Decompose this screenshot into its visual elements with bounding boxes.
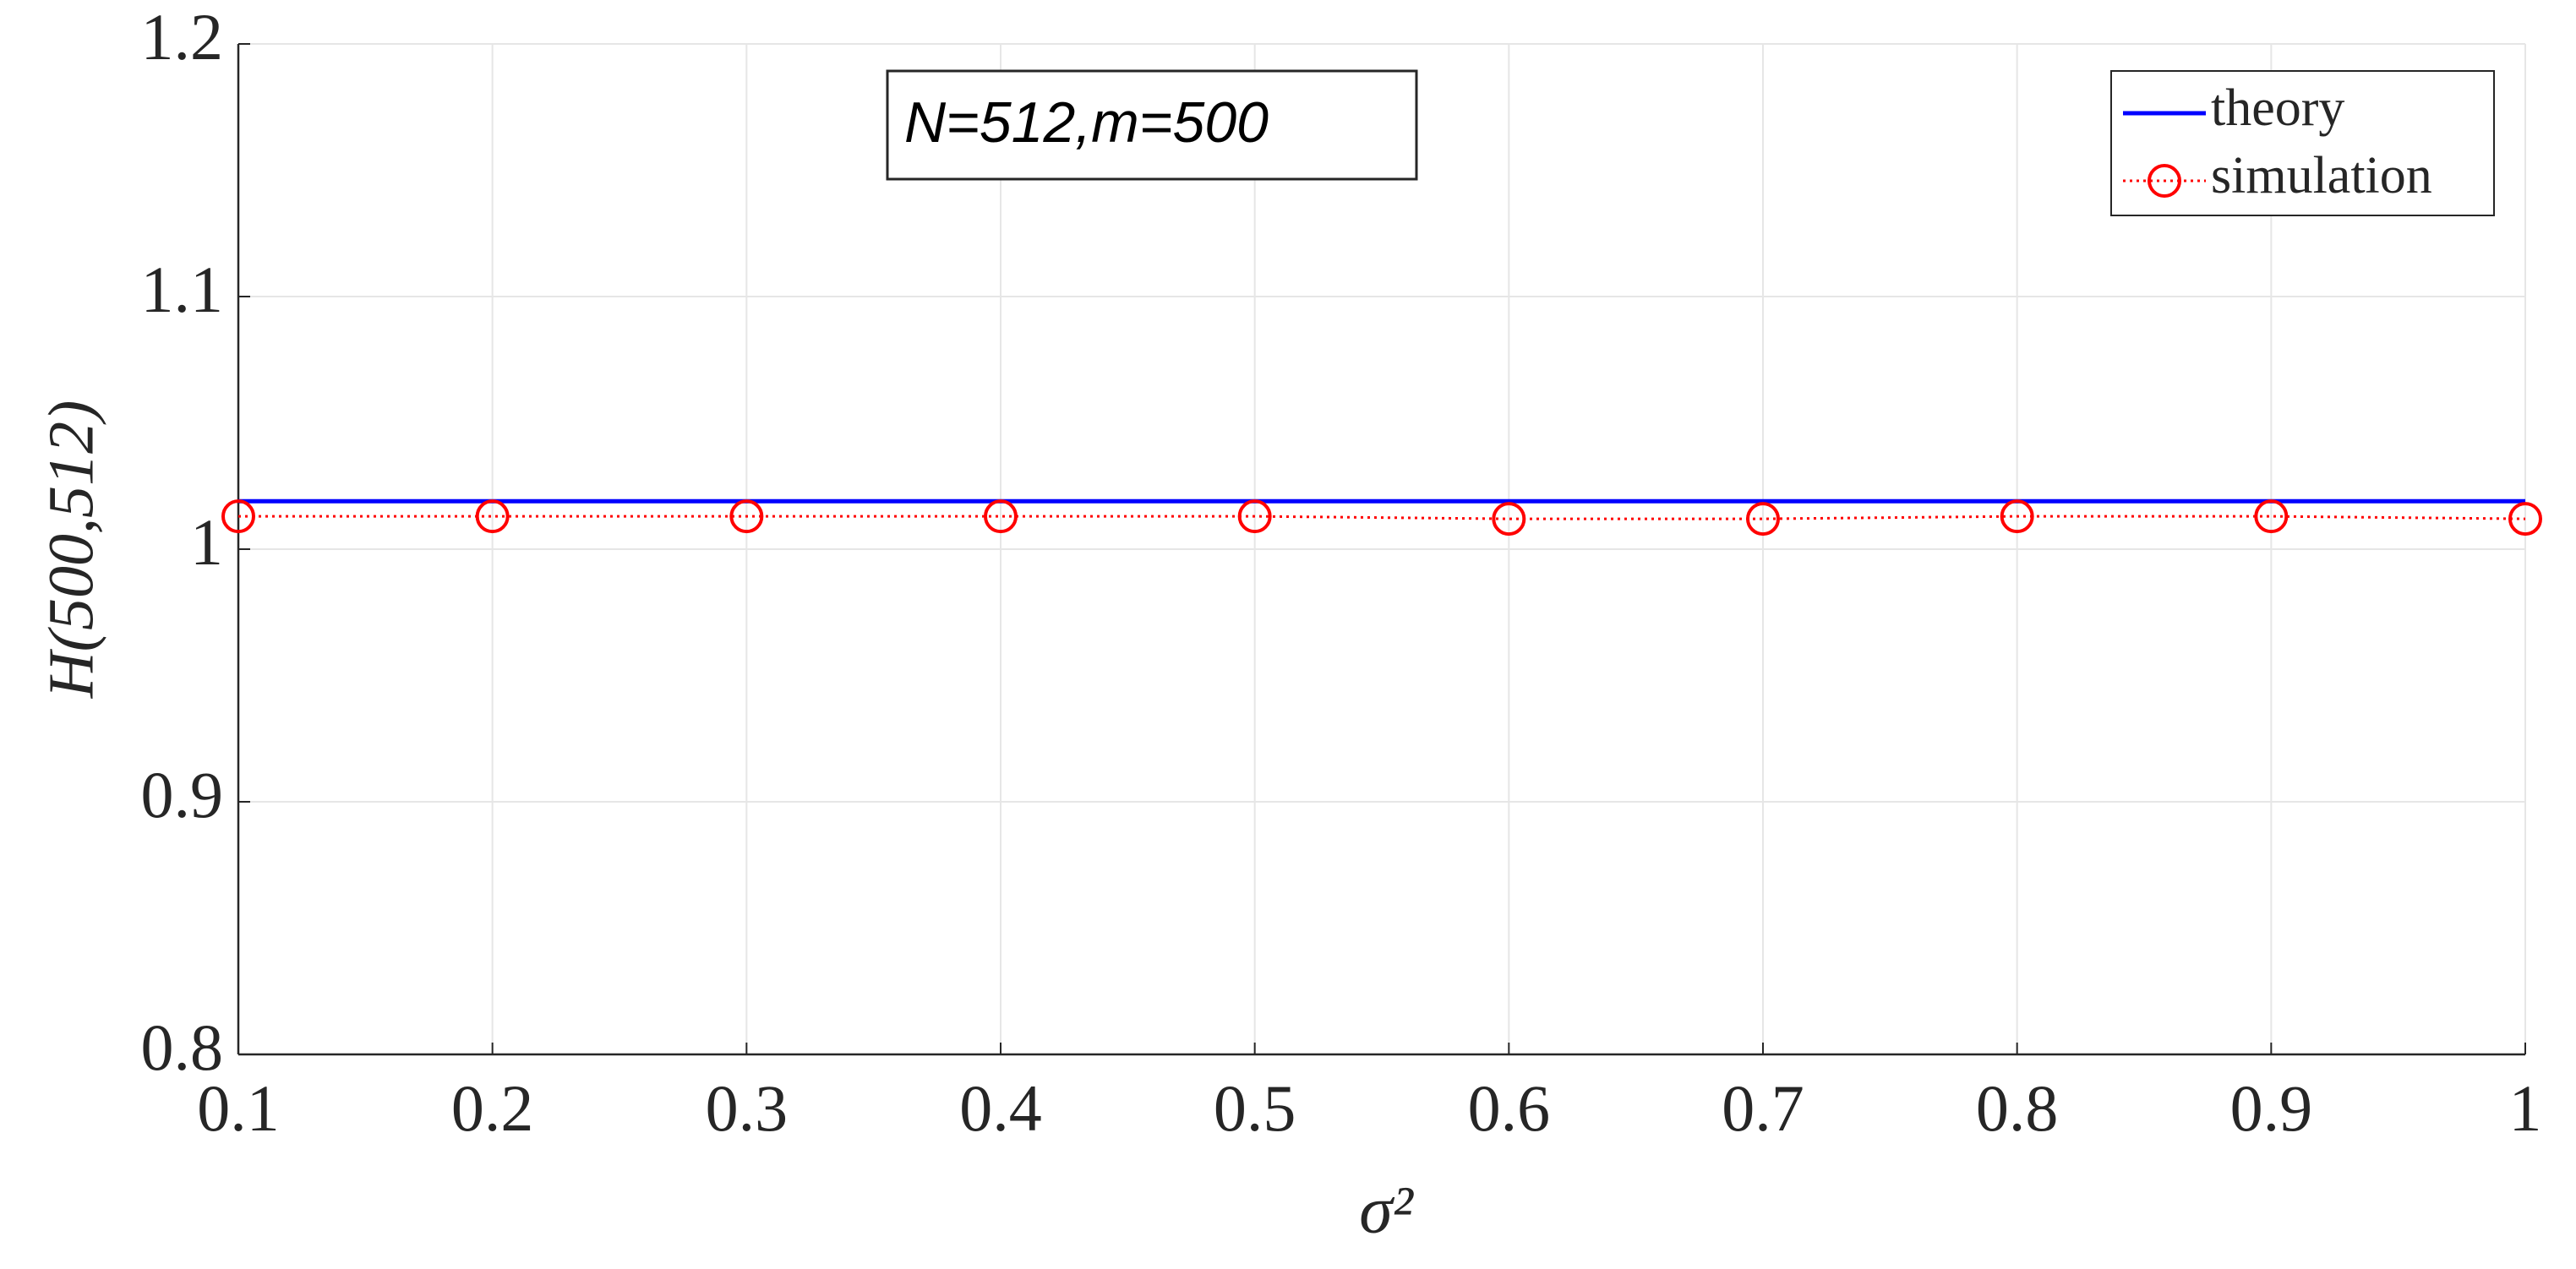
x-tick-label: 0.1 [197,1071,280,1145]
x-axis-label: σ² [1359,1173,1414,1247]
annotation: N=512,m=500 [904,90,1269,155]
legend-marker [2148,164,2181,198]
y-tick-label: 0.9 [141,758,224,831]
x-tick-label: 1 [2509,1071,2542,1145]
marker [2000,499,2034,534]
x-tick-label: 0.6 [1468,1071,1551,1145]
x-tick-label: 0.8 [1976,1071,2059,1145]
marker [475,499,510,534]
x-tick-label: 0.9 [2230,1071,2313,1145]
marker [221,499,255,534]
legend-label: simulation [2211,147,2432,204]
x-tick-label: 0.3 [706,1071,789,1145]
x-tick-label: 0.4 [959,1071,1042,1145]
annotation-box [886,69,1418,181]
marker [1746,502,1780,536]
y-tick-label: 0.8 [141,1010,224,1084]
y-tick-label: 1.2 [141,0,224,74]
marker [729,499,764,534]
marker [2254,499,2289,534]
y-tick-label: 1.1 [141,253,224,326]
y-axis-label: H(500,512) [35,400,106,700]
marker [984,499,1018,534]
legend-label: theory [2211,79,2344,137]
x-tick-label: 0.5 [1214,1071,1296,1145]
marker [1237,499,1272,534]
x-tick-label: 0.2 [451,1071,534,1145]
series-line [238,515,2526,520]
marker [2508,502,2542,536]
marker [1492,502,1526,536]
x-tick-label: 0.7 [1722,1071,1804,1145]
y-tick-label: 1 [190,505,223,579]
